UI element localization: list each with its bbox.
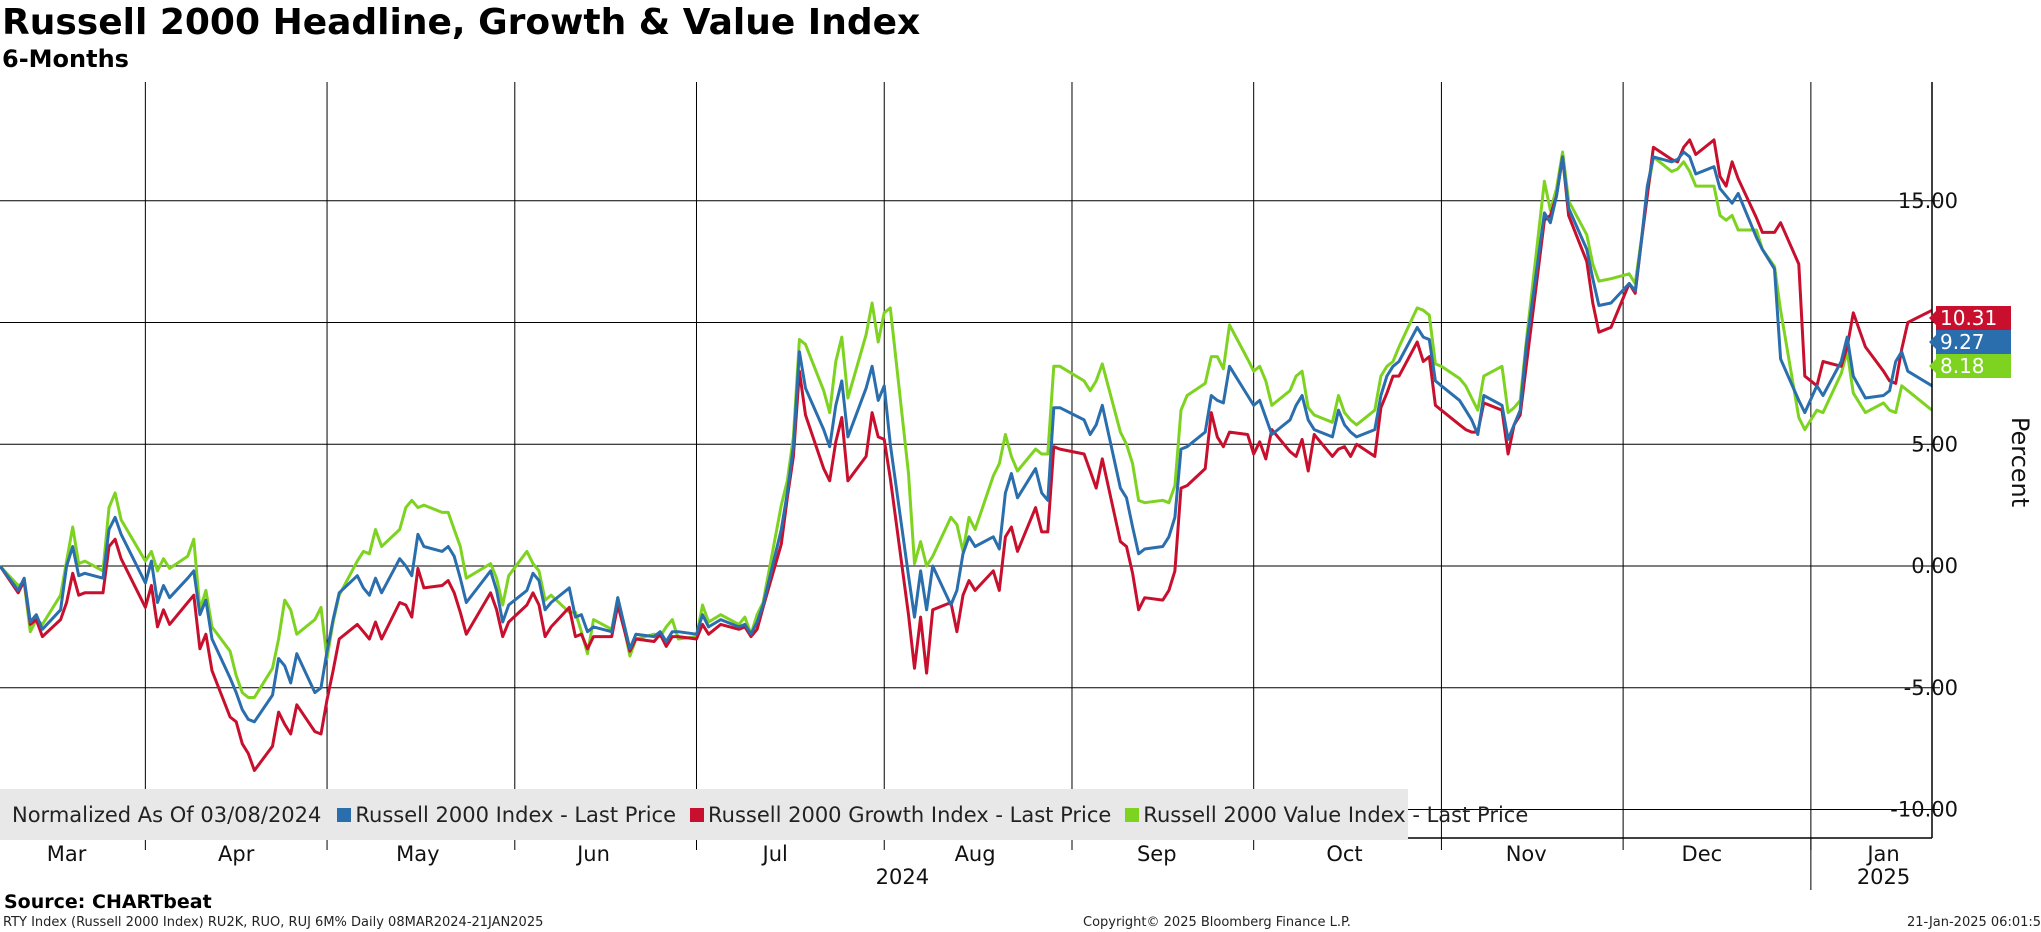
footer-copyright: Copyright© 2025 Bloomberg Finance L.P. [1083, 915, 1351, 930]
footer-timestamp: 21-Jan-2025 06:01:50 [1907, 915, 2041, 930]
gridlines [0, 82, 1932, 838]
last-value-pointer [1929, 310, 1937, 326]
month-label-apr: Apr [218, 842, 255, 866]
y-axis-title: Percent [2006, 417, 2034, 507]
last-value-pointer [1929, 334, 1937, 350]
last-value-labels: 10.319.278.18 [1929, 306, 2011, 378]
month-label-may: May [396, 842, 439, 866]
last-value-label-russell-2000-value-index-last-price: 8.18 [1940, 354, 1985, 378]
month-label-oct: Oct [1326, 842, 1362, 866]
series-lines [0, 138, 1933, 772]
axes: -10.00 -5.00 0.00 5.00 15.00 Mar Apr May Jun Jul A… [0, 82, 2034, 890]
legend-label-russell-2000: Russell 2000 Index - Last Price [355, 802, 676, 827]
y-tick-label: -5.00 [1904, 676, 1958, 700]
month-label-nov: Nov [1506, 842, 1547, 866]
last-value-label-russell-2000-growth-index-last-price: 10.31 [1940, 306, 1997, 330]
legend: Normalized As Of 03/08/2024 Russell 2000… [0, 789, 1528, 840]
legend-swatch-russell-2000-growth [690, 807, 704, 822]
legend-swatch-russell-2000 [337, 807, 352, 822]
chart-subtitle: 6-Months [2, 45, 129, 73]
footer-left: RTY Index (Russell 2000 Index) RU2K, RUO… [3, 915, 544, 930]
last-value-box [1936, 330, 2011, 354]
y-tick-label: 5.00 [1911, 432, 1958, 456]
legend-item-russell-2000-value: Russell 2000 Value Index - Last Price [1125, 803, 1528, 827]
y-tick-label: 0.00 [1911, 554, 1958, 578]
source-note: Source: CHARTbeat [4, 891, 212, 913]
chart-title: Russell 2000 Headline, Growth & Value In… [2, 2, 921, 43]
last-value-box [1936, 354, 2011, 378]
year-label-2024: 2024 [876, 865, 929, 889]
legend-item-russell-2000-growth: Russell 2000 Growth Index - Last Price [690, 803, 1111, 827]
legend-note: Normalized As Of 03/08/2024 [12, 802, 322, 827]
legend-label-russell-2000-growth: Russell 2000 Growth Index - Last Price [708, 802, 1112, 827]
series-line-russell-2000-index-last-price [0, 150, 1933, 724]
month-label-sep: Sep [1137, 842, 1177, 866]
month-label-jul: Jul [761, 842, 788, 866]
month-label-aug: Aug [955, 842, 996, 866]
legend-label-russell-2000-value: Russell 2000 Value Index - Last Price [1143, 802, 1529, 827]
y-tick-label: -10.00 [1890, 798, 1958, 822]
last-value-box [1936, 306, 2011, 330]
last-value-pointer [1929, 358, 1937, 374]
last-value-label-russell-2000-index-last-price: 9.27 [1940, 330, 1985, 354]
y-tick-label: 15.00 [1898, 189, 1958, 213]
month-label-mar: Mar [47, 842, 87, 866]
month-label-dec: Dec [1682, 842, 1723, 866]
month-label-jun: Jun [575, 842, 610, 866]
series-line-russell-2000-growth-index-last-price [0, 138, 1933, 772]
legend-item-russell-2000: Russell 2000 Index - Last Price [337, 803, 676, 827]
month-label-jan: Jan [1865, 842, 1899, 866]
year-label-2025: 2025 [1857, 865, 1910, 889]
legend-swatch-russell-2000-value [1125, 807, 1140, 822]
series-line-russell-2000-value-index-last-price [0, 150, 1933, 699]
